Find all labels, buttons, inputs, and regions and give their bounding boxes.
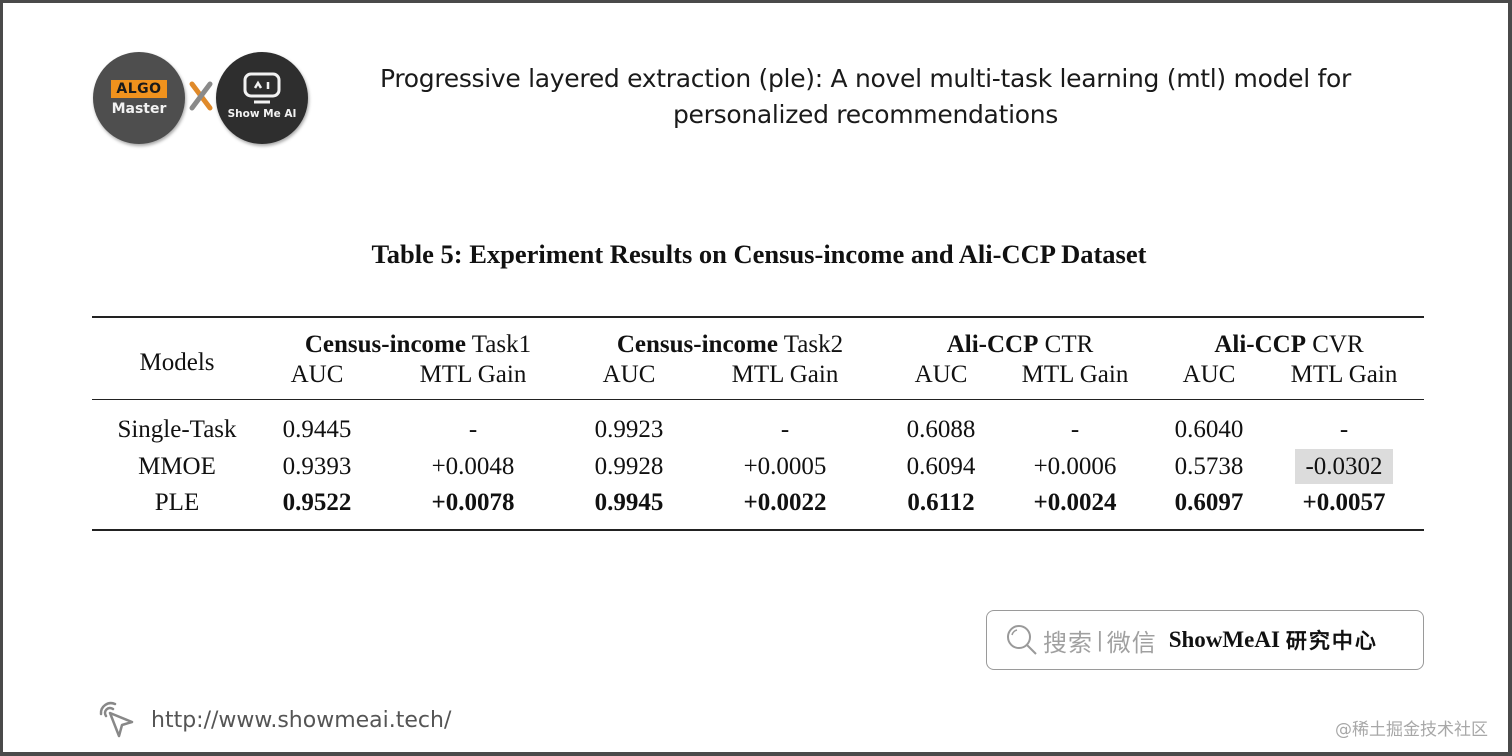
cell: 0.9928 xyxy=(594,452,664,480)
paper-title-line2: personalized recommendations xyxy=(672,100,1058,129)
group-header-census-task1: Census-income Task1 xyxy=(262,317,574,359)
search-brand-cn: 研究中心 xyxy=(1285,629,1378,653)
cell-best: 0.6112 xyxy=(907,489,975,516)
search-separator: | xyxy=(1097,627,1103,652)
cell: - xyxy=(468,415,478,443)
cell: 0.6040 xyxy=(1174,415,1244,443)
highlighted-negative-gain: -0.0302 xyxy=(1295,448,1393,484)
group-name: Census-income xyxy=(616,331,778,358)
cell-best: +0.0078 xyxy=(431,489,515,516)
col-header-mtl-gain: MTL Gain xyxy=(1290,360,1398,388)
cell: - xyxy=(1339,415,1349,443)
models-header: Models xyxy=(139,349,215,377)
cell-best: +0.0057 xyxy=(1302,489,1386,516)
col-header-auc: AUC xyxy=(1182,360,1236,388)
table-caption: Table 5: Experiment Results on Census-in… xyxy=(371,239,1147,269)
search-hint-wechat: 微信 xyxy=(1106,628,1157,657)
cell: 0.9393 xyxy=(282,452,352,480)
search-icon xyxy=(1007,625,1037,655)
cell: 0.6094 xyxy=(906,452,976,480)
col-header-mtl-gain: MTL Gain xyxy=(419,360,527,388)
cell: 0.5738 xyxy=(1174,452,1244,480)
model-name: PLE xyxy=(154,489,200,516)
robot-screen-icon xyxy=(243,72,281,104)
search-hint: 搜索 xyxy=(1043,628,1093,657)
table-row-ple: PLE 0.9522 +0.0078 0.9945 +0.0022 0.6112… xyxy=(92,485,1424,530)
cell-best: +0.0024 xyxy=(1033,489,1117,516)
cell-best: 0.9945 xyxy=(594,489,664,516)
algo-master-label: Master xyxy=(111,100,167,117)
footer-link[interactable]: http://www.showmeai.tech/ xyxy=(97,700,451,740)
group-task: Task1 xyxy=(465,331,532,358)
model-name: MMOE xyxy=(138,452,216,480)
group-name: Census-income xyxy=(304,331,466,358)
group-name: Ali-CCP xyxy=(1214,331,1306,358)
paper-title-line1: Progressive layered extraction (ple): A … xyxy=(379,64,1351,93)
col-header-mtl-gain: MTL Gain xyxy=(731,360,839,388)
algo-master-logo: ALGO Master xyxy=(93,52,185,144)
table-row-mmoe: MMOE 0.9393 +0.0048 0.9928 +0.0005 0.609… xyxy=(92,448,1424,485)
cell: +0.0005 xyxy=(743,452,827,480)
cell: - xyxy=(780,415,790,443)
col-header-auc: AUC xyxy=(602,360,656,388)
table-row-single-task: Single-Task 0.9445 - 0.9923 - 0.6088 - 0… xyxy=(92,399,1424,448)
group-task: CTR xyxy=(1038,331,1094,358)
results-table: Models Census-income Task1 Census-income… xyxy=(92,316,1424,531)
cell: 0.6088 xyxy=(906,415,976,443)
cell: +0.0006 xyxy=(1033,452,1117,480)
cell-best: 0.6097 xyxy=(1174,489,1244,516)
watermark: @稀土掘金技术社区 xyxy=(1335,720,1488,740)
cell: +0.0048 xyxy=(431,452,515,480)
showmeai-logo: Show Me AI xyxy=(216,52,308,144)
col-header-auc: AUC xyxy=(914,360,968,388)
cursor-click-icon xyxy=(99,701,134,738)
cell: - xyxy=(1070,415,1080,443)
collab-x-icon xyxy=(189,81,213,111)
group-header-aliccp-cvr: Ali-CCP CVR xyxy=(1154,317,1424,359)
highlighted-cell-wrapper: -0.0302 xyxy=(1264,448,1424,485)
group-header-row: Models Census-income Task1 Census-income… xyxy=(92,317,1424,376)
search-brand: ShowMeAI xyxy=(1168,627,1280,652)
wechat-search-box: 搜索 | 微信 ShowMeAI 研究中心 xyxy=(986,610,1424,670)
group-name: Ali-CCP xyxy=(946,331,1039,358)
cell: 0.9923 xyxy=(594,415,664,443)
group-header-aliccp-ctr: Ali-CCP CTR xyxy=(886,317,1154,359)
footer-url[interactable]: http://www.showmeai.tech/ xyxy=(151,707,452,733)
sub-header-row: AUC MTL Gain AUC MTL Gain AUC MTL Gain A… xyxy=(92,359,1424,399)
algo-badge: ALGO xyxy=(111,79,167,98)
showmeai-label: Show Me AI xyxy=(227,108,297,120)
model-name: Single-Task xyxy=(117,415,237,443)
paper-title: Progressive layered extraction (ple): A … xyxy=(323,61,1408,133)
group-header-census-task2: Census-income Task2 xyxy=(574,317,886,359)
cell-best: +0.0022 xyxy=(743,489,827,516)
col-header-mtl-gain: MTL Gain xyxy=(1021,360,1129,388)
col-header-auc: AUC xyxy=(290,360,344,388)
group-task: CVR xyxy=(1306,331,1364,358)
cell: 0.9445 xyxy=(282,415,352,443)
cell-best: 0.9522 xyxy=(282,489,352,516)
group-task: Task2 xyxy=(777,331,844,358)
